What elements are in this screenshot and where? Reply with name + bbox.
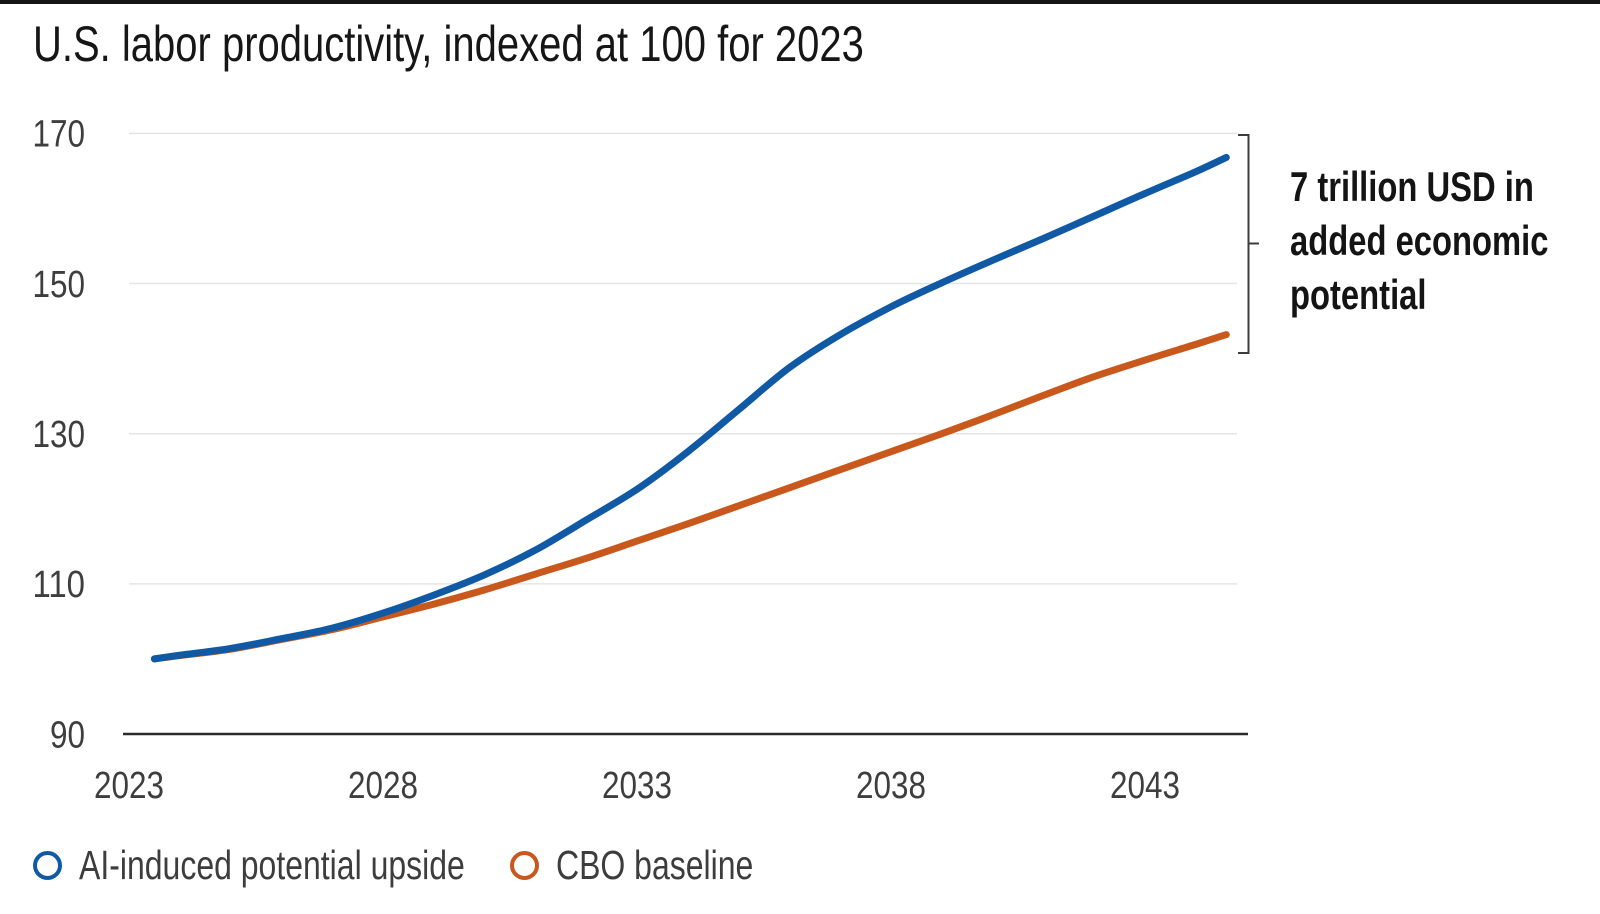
annotation-line-1: 7 trillion USD in bbox=[1290, 163, 1534, 210]
legend-label-ai-upside: AI-induced potential upside bbox=[79, 841, 465, 888]
top-border-rule bbox=[0, 0, 1600, 4]
annotation-line-2: added economic bbox=[1290, 217, 1549, 264]
x-tick-label: 2028 bbox=[348, 765, 418, 807]
x-tick-label: 2043 bbox=[1110, 765, 1180, 807]
x-tick-label: 2038 bbox=[856, 765, 926, 807]
y-tick-label: 150 bbox=[33, 264, 86, 306]
y-tick-label: 90 bbox=[50, 714, 85, 756]
legend-item-cbo-baseline: CBO baseline bbox=[510, 842, 809, 888]
gridlines bbox=[123, 132, 1248, 736]
y-tick-label: 170 bbox=[33, 114, 86, 156]
x-tick-label: 2023 bbox=[94, 765, 164, 807]
x-axis-tick-labels: 2023 2028 2033 2038 2043 bbox=[94, 765, 1180, 807]
legend-label-cbo-baseline: CBO baseline bbox=[556, 841, 754, 888]
annotation-text: 7 trillion USD in added economic potenti… bbox=[1290, 160, 1600, 322]
series-lines bbox=[150, 153, 1230, 663]
series-line-cbo-baseline bbox=[150, 331, 1230, 663]
series-line-ai-induced-potential-upside bbox=[150, 153, 1230, 663]
chart-title: U.S. labor productivity, indexed at 100 … bbox=[33, 16, 864, 72]
y-tick-label: 130 bbox=[33, 414, 86, 456]
legend-marker-circle-orange bbox=[510, 850, 539, 880]
legend-item-ai-upside: AI-induced potential upside bbox=[33, 842, 574, 888]
annotation-line-3: potential bbox=[1290, 271, 1427, 318]
x-tick-label: 2033 bbox=[602, 765, 672, 807]
y-tick-label: 110 bbox=[33, 564, 86, 606]
y-axis-tick-labels: 90 110 130 150 170 bbox=[33, 114, 86, 757]
legend-marker-circle-blue bbox=[33, 850, 62, 880]
bracket-annotation bbox=[1238, 134, 1259, 354]
